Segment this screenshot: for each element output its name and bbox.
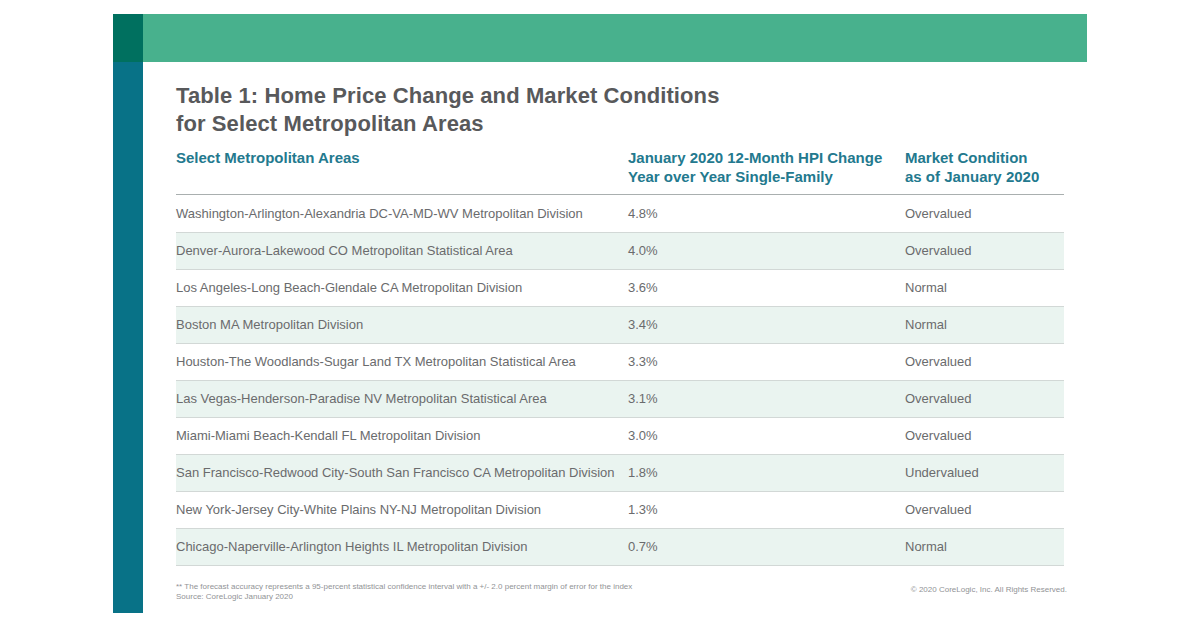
column-header-market-condition: Market Condition as of January 2020: [905, 148, 1064, 186]
hpi-change-cell: 4.0%: [628, 243, 905, 259]
page-title: Table 1: Home Price Change and Market Co…: [176, 82, 1064, 138]
metro-area-cell: Houston-The Woodlands-Sugar Land TX Metr…: [176, 354, 628, 370]
market-condition-cell: Overvalued: [905, 428, 1064, 444]
market-condition-cell: Normal: [905, 317, 1064, 333]
market-condition-cell: Overvalued: [905, 243, 1064, 259]
table-body: Washington-Arlington-Alexandria DC-VA-MD…: [176, 195, 1064, 566]
hpi-change-cell: 3.6%: [628, 280, 905, 296]
column-header-hpi-change: January 2020 12-Month HPI Change Year ov…: [628, 148, 905, 186]
page-title-line1: Table 1: Home Price Change and Market Co…: [176, 83, 720, 108]
table-row: Miami-Miami Beach-Kendall FL Metropolita…: [176, 417, 1064, 454]
table-row: Houston-The Woodlands-Sugar Land TX Metr…: [176, 343, 1064, 380]
hpi-change-cell: 3.3%: [628, 354, 905, 370]
market-condition-cell: Overvalued: [905, 206, 1064, 222]
market-condition-cell: Overvalued: [905, 391, 1064, 407]
hpi-change-cell: 3.4%: [628, 317, 905, 333]
market-condition-cell: Normal: [905, 280, 1064, 296]
table-row: Boston MA Metropolitan Division3.4%Norma…: [176, 306, 1064, 343]
market-condition-cell: Normal: [905, 539, 1064, 555]
hpi-change-cell: 0.7%: [628, 539, 905, 555]
page: Table 1: Home Price Change and Market Co…: [0, 0, 1200, 627]
metro-area-cell: Las Vegas-Henderson-Paradise NV Metropol…: [176, 391, 628, 407]
column-header-metro-areas: Select Metropolitan Areas: [176, 148, 628, 186]
content-area: Table 1: Home Price Change and Market Co…: [176, 82, 1064, 602]
table-row: Los Angeles-Long Beach-Glendale CA Metro…: [176, 269, 1064, 306]
copyright-text: © 2020 CoreLogic, Inc. All Rights Reserv…: [911, 585, 1067, 595]
metro-area-cell: Washington-Arlington-Alexandria DC-VA-MD…: [176, 206, 628, 222]
metro-area-cell: Denver-Aurora-Lakewood CO Metropolitan S…: [176, 243, 628, 259]
metro-area-cell: Chicago-Naperville-Arlington Heights IL …: [176, 539, 628, 555]
market-condition-cell: Undervalued: [905, 465, 1064, 481]
brand-corner-block: [113, 14, 143, 62]
left-accent-stripe: [113, 62, 143, 613]
table-row: Chicago-Naperville-Arlington Heights IL …: [176, 528, 1064, 565]
metro-area-cell: San Francisco-Redwood City-South San Fra…: [176, 465, 628, 481]
metro-area-cell: Boston MA Metropolitan Division: [176, 317, 628, 333]
metro-area-cell: Los Angeles-Long Beach-Glendale CA Metro…: [176, 280, 628, 296]
table-row: Washington-Arlington-Alexandria DC-VA-MD…: [176, 195, 1064, 232]
market-condition-cell: Overvalued: [905, 354, 1064, 370]
page-title-line2: for Select Metropolitan Areas: [176, 111, 484, 136]
table-row: San Francisco-Redwood City-South San Fra…: [176, 454, 1064, 491]
hpi-change-cell: 3.1%: [628, 391, 905, 407]
hpi-change-cell: 1.8%: [628, 465, 905, 481]
table-row: Las Vegas-Henderson-Paradise NV Metropol…: [176, 380, 1064, 417]
hpi-change-cell: 3.0%: [628, 428, 905, 444]
metro-area-cell: Miami-Miami Beach-Kendall FL Metropolita…: [176, 428, 628, 444]
hpi-change-cell: 1.3%: [628, 502, 905, 518]
table-header-row: Select Metropolitan Areas January 2020 1…: [176, 148, 1064, 195]
metro-area-cell: New York-Jersey City-White Plains NY-NJ …: [176, 502, 628, 518]
market-condition-cell: Overvalued: [905, 502, 1064, 518]
hpi-change-cell: 4.8%: [628, 206, 905, 222]
top-header-band: [143, 14, 1087, 62]
table-row: New York-Jersey City-White Plains NY-NJ …: [176, 491, 1064, 528]
metro-areas-table: Select Metropolitan Areas January 2020 1…: [176, 148, 1064, 566]
table-row: Denver-Aurora-Lakewood CO Metropolitan S…: [176, 232, 1064, 269]
